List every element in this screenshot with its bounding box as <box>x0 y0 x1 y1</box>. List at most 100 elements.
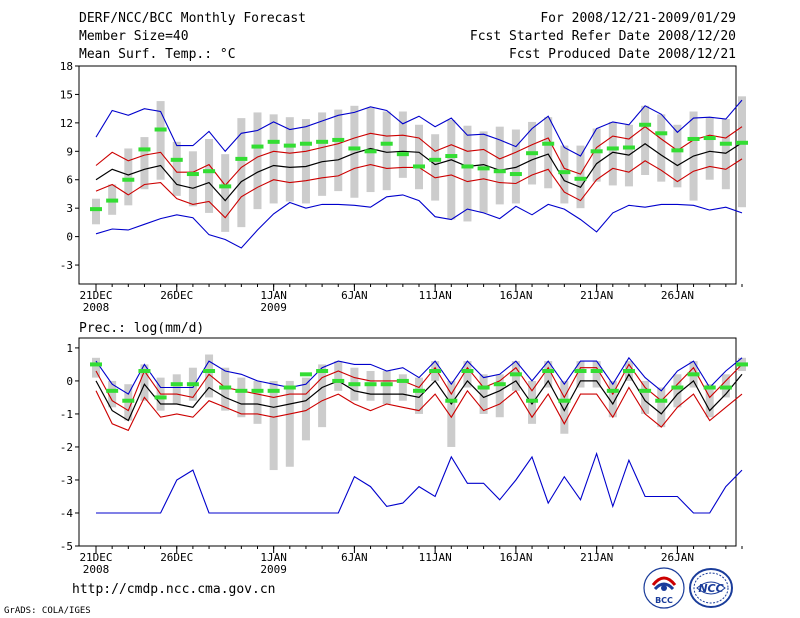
median-marker <box>429 157 442 162</box>
spread-box <box>495 374 504 418</box>
median-marker <box>558 398 571 403</box>
median-marker <box>396 152 409 157</box>
x-tick-label: 21JAN <box>580 289 613 302</box>
spread-box <box>318 112 327 196</box>
median-marker <box>283 143 296 148</box>
median-marker <box>429 369 442 374</box>
ens-min-line <box>96 451 743 514</box>
median-marker <box>380 382 393 387</box>
bcc-logo-text: BCC <box>655 596 673 605</box>
median-marker <box>445 154 458 159</box>
spread-box <box>188 151 197 207</box>
spread-box <box>350 105 359 198</box>
median-marker <box>186 382 199 387</box>
header-produced-date: Fcst Produced Date 2008/12/21 <box>509 47 736 62</box>
median-marker <box>719 385 732 390</box>
spread-low-line <box>95 386 743 432</box>
median-marker <box>251 388 264 393</box>
spread-box <box>447 380 456 447</box>
median-marker <box>622 145 635 150</box>
spread-box <box>641 105 650 175</box>
spread-box <box>382 371 391 405</box>
x-tick-label: 26DEC <box>160 551 193 564</box>
spread-box <box>544 117 553 189</box>
median-marker <box>235 156 248 161</box>
spread-box <box>221 154 230 232</box>
median-marker <box>655 398 668 403</box>
footer-url[interactable]: http://cmdp.ncc.cma.gov.cn <box>72 582 276 597</box>
x-tick-label: 11JAN <box>419 551 452 564</box>
median-marker <box>122 398 135 403</box>
median-marker <box>380 141 393 146</box>
median-marker <box>332 137 345 142</box>
median-marker <box>590 369 603 374</box>
header-period: For 2008/12/21-2009/01/29 <box>540 11 736 26</box>
median-marker <box>235 388 248 393</box>
spread-box <box>479 131 488 213</box>
median-marker <box>122 177 135 182</box>
median-marker <box>542 141 555 146</box>
spread-box <box>205 138 214 213</box>
spread-box <box>301 377 310 441</box>
spread-box <box>592 361 601 388</box>
spread-box <box>431 134 440 201</box>
median-marker <box>445 398 458 403</box>
y-tick-label: -4 <box>60 507 74 520</box>
x-tick-label: 21DEC <box>79 551 112 564</box>
median-marker <box>477 385 490 390</box>
median-marker <box>90 207 102 212</box>
y-tick-label: -3 <box>60 259 73 272</box>
median-marker <box>606 388 619 393</box>
spread-box <box>253 112 262 210</box>
spread-box <box>657 114 666 182</box>
ensemble-mean-line <box>95 142 743 202</box>
x-tick-label: 26JAN <box>661 289 694 302</box>
header-title: DERF/NCC/BCC Monthly Forecast <box>79 11 306 26</box>
median-marker <box>348 146 361 151</box>
median-marker <box>413 388 425 393</box>
spread-box <box>447 120 456 220</box>
plot-frame <box>78 337 737 547</box>
spread-box <box>544 361 553 388</box>
spread-box <box>140 364 149 401</box>
median-marker <box>655 131 668 136</box>
median-marker <box>154 127 167 132</box>
spread-box <box>156 101 165 180</box>
median-marker <box>639 388 652 393</box>
x-tick-year: 2009 <box>260 301 287 314</box>
y-tick-label: 6 <box>66 174 73 187</box>
median-marker <box>106 388 119 393</box>
median-marker <box>170 157 183 162</box>
spread-box <box>172 141 181 196</box>
spread-box <box>705 384 714 418</box>
spread-box <box>92 198 100 225</box>
spread-box <box>205 354 214 398</box>
y-tick-label: 18 <box>60 60 73 73</box>
spread-box <box>124 148 133 206</box>
spread-box <box>657 387 666 428</box>
spread-box <box>608 121 617 186</box>
y-tick-label: 9 <box>66 145 73 158</box>
median-marker <box>138 369 151 374</box>
ncc-logo-text: NCC <box>698 582 723 595</box>
median-marker <box>316 139 329 144</box>
y-tick-label: 0 <box>66 231 73 244</box>
x-tick-label: 6JAN <box>341 289 368 302</box>
spread-box <box>641 380 650 414</box>
spread-box <box>673 124 682 188</box>
median-marker <box>364 382 377 387</box>
header-member-size: Member Size=40 <box>79 29 189 44</box>
median-marker <box>590 149 603 154</box>
x-tick-label: 16JAN <box>499 289 532 302</box>
spread-box <box>92 357 100 378</box>
y-tick-label: 0 <box>66 375 73 388</box>
median-marker <box>267 388 280 393</box>
median-marker <box>671 148 684 153</box>
median-marker <box>186 172 199 177</box>
spread-box <box>285 117 294 202</box>
spread-box <box>673 374 682 408</box>
